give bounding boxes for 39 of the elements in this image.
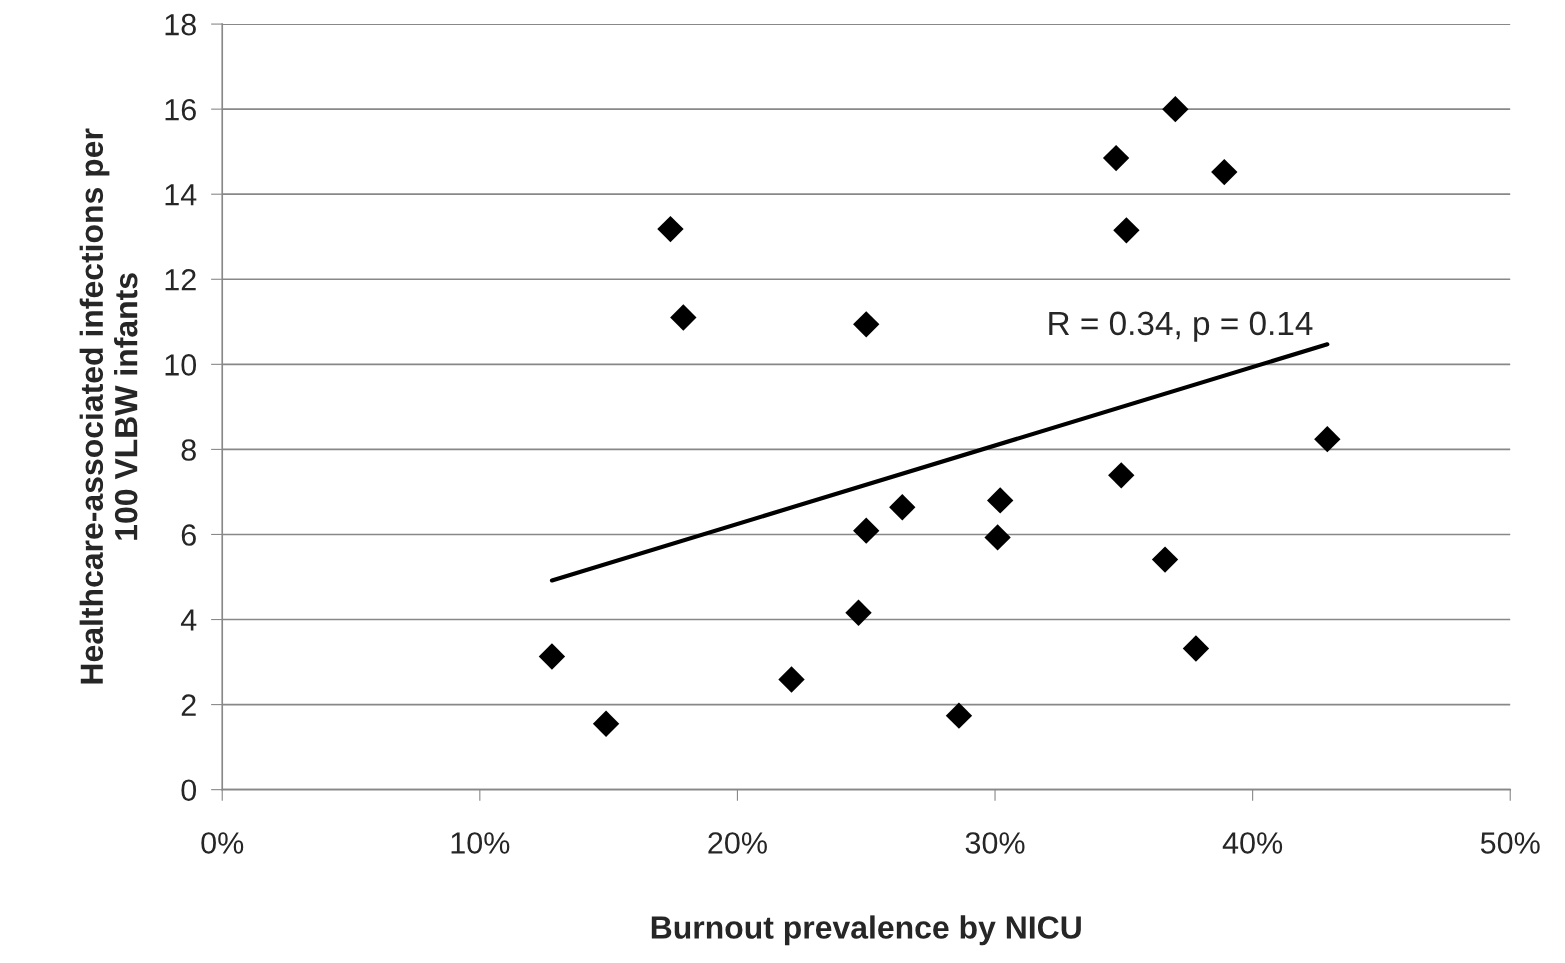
y-axis-title: Healthcare-associated infections per 100 VLBW infants xyxy=(79,128,138,684)
x-tick-label: 20% xyxy=(708,832,767,854)
x-tick-label: 30% xyxy=(965,832,1025,854)
point xyxy=(592,710,620,737)
point xyxy=(657,215,684,243)
point xyxy=(778,666,805,693)
point xyxy=(670,304,697,331)
x-tick-label: 50% xyxy=(1480,832,1540,854)
y-tick-label: 18 xyxy=(165,13,196,36)
y-tick-label: 12 xyxy=(165,269,196,291)
point xyxy=(945,702,973,729)
point xyxy=(1151,546,1179,573)
annotation: R = 0.34, p = 0.14 xyxy=(1049,311,1313,342)
y-tick-label: 8 xyxy=(181,439,196,461)
point xyxy=(1211,158,1238,186)
point xyxy=(1108,462,1135,489)
x-tick-label: 40% xyxy=(1222,832,1283,854)
point xyxy=(1182,635,1210,662)
point xyxy=(987,487,1014,514)
point xyxy=(984,524,1011,551)
x-tick-label: 10% xyxy=(451,832,510,854)
point xyxy=(845,599,872,626)
point xyxy=(1113,217,1140,244)
point xyxy=(853,517,880,544)
y-tick-label: 6 xyxy=(181,524,196,546)
x-axis-title: Burnout prevalence by NICU xyxy=(651,915,1081,946)
y-tick-label: 4 xyxy=(180,609,197,631)
point xyxy=(1162,95,1189,123)
point xyxy=(538,643,566,670)
x-tick-label: 0% xyxy=(201,832,244,854)
y-tick-label: 10 xyxy=(165,354,197,376)
point xyxy=(889,494,916,521)
y-tick-label: 16 xyxy=(165,98,196,121)
point xyxy=(1102,144,1130,172)
y-tick-label: 14 xyxy=(165,184,197,206)
y-tick-label: 0 xyxy=(181,779,197,802)
y-tick-label: 2 xyxy=(181,694,196,716)
point xyxy=(853,311,880,338)
point xyxy=(1314,426,1341,453)
